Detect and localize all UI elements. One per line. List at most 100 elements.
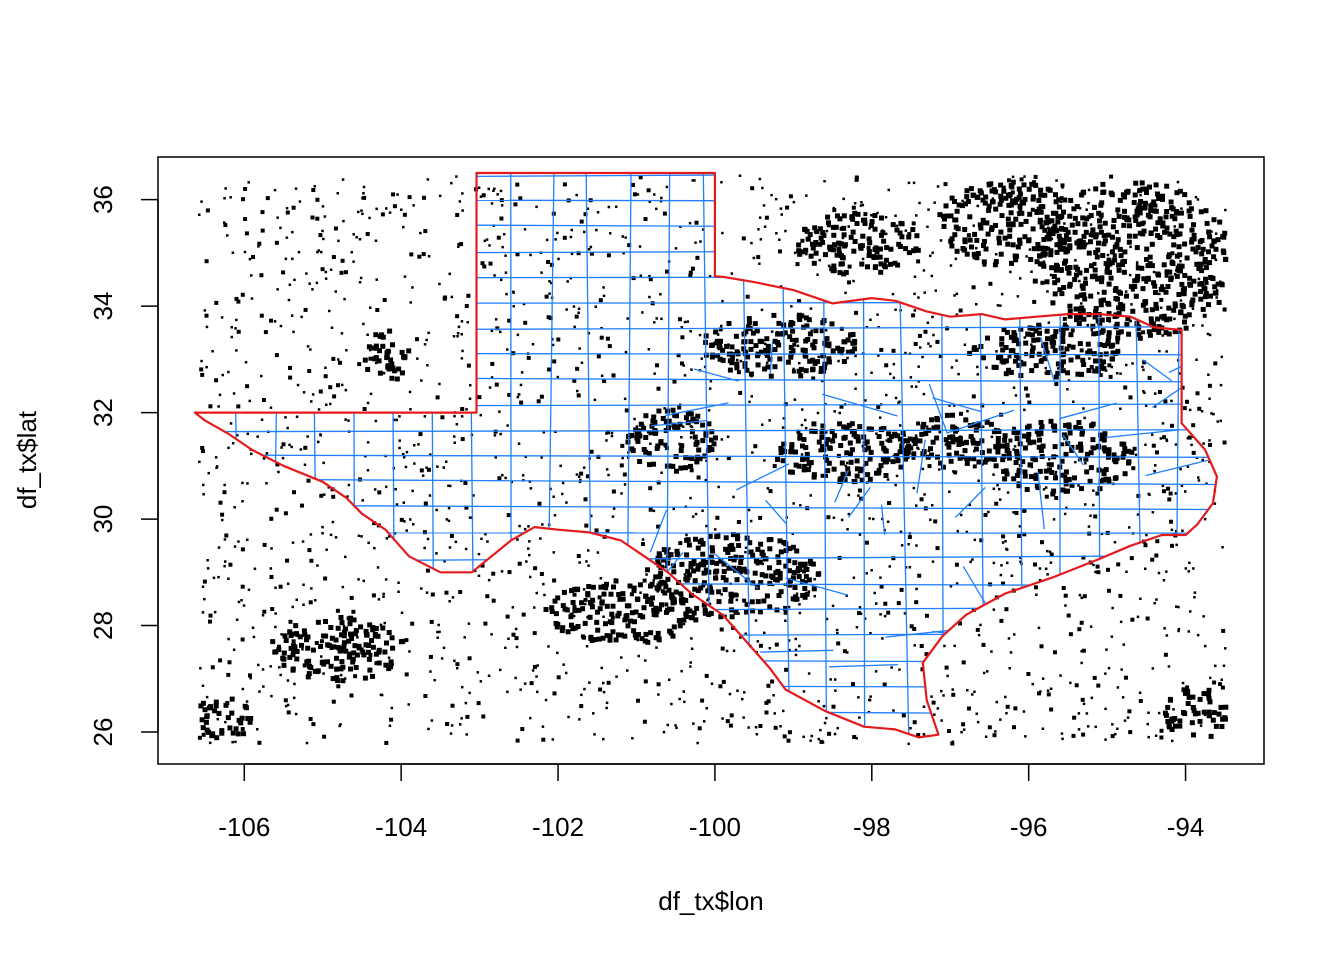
raster-point bbox=[1064, 469, 1069, 474]
raster-point bbox=[402, 355, 407, 360]
raster-point bbox=[274, 320, 277, 323]
raster-point bbox=[202, 685, 205, 688]
raster-point bbox=[517, 396, 520, 399]
raster-point bbox=[420, 468, 424, 472]
raster-point bbox=[409, 408, 412, 411]
y-tick-label: 34 bbox=[88, 292, 118, 321]
raster-point bbox=[800, 457, 805, 462]
raster-point bbox=[1078, 445, 1083, 450]
raster-point bbox=[642, 538, 645, 541]
raster-point bbox=[568, 614, 573, 619]
raster-point bbox=[924, 291, 927, 294]
raster-point bbox=[690, 425, 693, 428]
raster-point bbox=[278, 666, 281, 669]
raster-point bbox=[985, 736, 988, 739]
raster-point bbox=[573, 305, 576, 308]
raster-point bbox=[1185, 567, 1188, 570]
raster-point bbox=[533, 631, 537, 635]
raster-point bbox=[605, 707, 608, 710]
raster-point bbox=[324, 215, 327, 218]
raster-point bbox=[924, 330, 928, 334]
raster-point bbox=[728, 599, 733, 604]
raster-point bbox=[700, 552, 705, 557]
raster-point bbox=[202, 484, 205, 487]
raster-point bbox=[580, 220, 584, 224]
raster-point bbox=[734, 610, 739, 615]
raster-point bbox=[889, 565, 892, 568]
raster-point bbox=[1073, 216, 1078, 221]
raster-point bbox=[263, 543, 267, 547]
raster-point bbox=[749, 372, 754, 377]
raster-point bbox=[856, 212, 861, 217]
raster-point bbox=[996, 236, 1001, 241]
raster-point bbox=[1046, 290, 1049, 293]
raster-point bbox=[897, 601, 901, 605]
raster-point bbox=[365, 367, 370, 372]
raster-point bbox=[781, 458, 786, 463]
raster-point bbox=[597, 551, 600, 554]
raster-point bbox=[972, 285, 976, 289]
raster-point bbox=[1055, 220, 1060, 225]
raster-point bbox=[220, 513, 224, 517]
raster-point bbox=[209, 733, 214, 738]
raster-point bbox=[1120, 621, 1123, 624]
raster-point bbox=[1046, 550, 1049, 553]
raster-point bbox=[1188, 214, 1193, 219]
raster-point bbox=[896, 225, 899, 228]
raster-point bbox=[1050, 300, 1055, 305]
raster-point bbox=[1015, 436, 1020, 441]
raster-point bbox=[863, 447, 868, 452]
raster-point bbox=[1022, 469, 1027, 474]
raster-point bbox=[597, 354, 601, 358]
raster-point bbox=[206, 208, 210, 212]
raster-point bbox=[542, 725, 545, 728]
raster-point bbox=[377, 490, 381, 494]
raster-point bbox=[461, 209, 464, 212]
raster-point bbox=[693, 617, 698, 622]
county-line bbox=[189, 200, 1232, 202]
raster-point bbox=[334, 227, 338, 231]
raster-point bbox=[1102, 290, 1107, 295]
raster-point bbox=[999, 498, 1002, 501]
raster-point bbox=[825, 437, 830, 442]
raster-point bbox=[355, 236, 358, 239]
raster-point bbox=[684, 552, 689, 557]
raster-point bbox=[375, 308, 379, 312]
raster-point bbox=[1035, 259, 1040, 264]
raster-point bbox=[665, 409, 670, 414]
raster-point bbox=[285, 258, 288, 261]
raster-point bbox=[237, 330, 241, 334]
raster-point bbox=[378, 598, 381, 601]
raster-point bbox=[680, 670, 683, 673]
raster-point bbox=[683, 465, 688, 470]
raster-point bbox=[1061, 330, 1066, 335]
raster-point bbox=[368, 217, 371, 220]
raster-point bbox=[640, 614, 645, 619]
raster-point bbox=[1071, 328, 1075, 332]
raster-point bbox=[999, 252, 1004, 257]
raster-point bbox=[329, 403, 332, 406]
raster-point bbox=[1039, 567, 1042, 570]
raster-point bbox=[1128, 730, 1132, 734]
raster-point bbox=[701, 562, 706, 567]
raster-point bbox=[859, 262, 864, 267]
raster-point bbox=[200, 373, 204, 377]
raster-point bbox=[309, 600, 313, 604]
raster-point bbox=[1170, 260, 1175, 265]
raster-point bbox=[1173, 724, 1178, 729]
raster-point bbox=[240, 599, 243, 602]
raster-point bbox=[808, 331, 813, 336]
raster-point bbox=[535, 675, 538, 678]
raster-point bbox=[1040, 281, 1044, 285]
raster-point bbox=[316, 620, 321, 625]
raster-point bbox=[972, 232, 977, 237]
raster-point bbox=[276, 288, 279, 291]
raster-point bbox=[873, 265, 878, 270]
raster-point bbox=[436, 395, 440, 399]
raster-point bbox=[1061, 359, 1066, 364]
raster-point bbox=[879, 441, 884, 446]
raster-point bbox=[310, 400, 313, 403]
raster-point bbox=[808, 672, 811, 675]
raster-point bbox=[1111, 224, 1116, 229]
raster-point bbox=[620, 444, 624, 448]
